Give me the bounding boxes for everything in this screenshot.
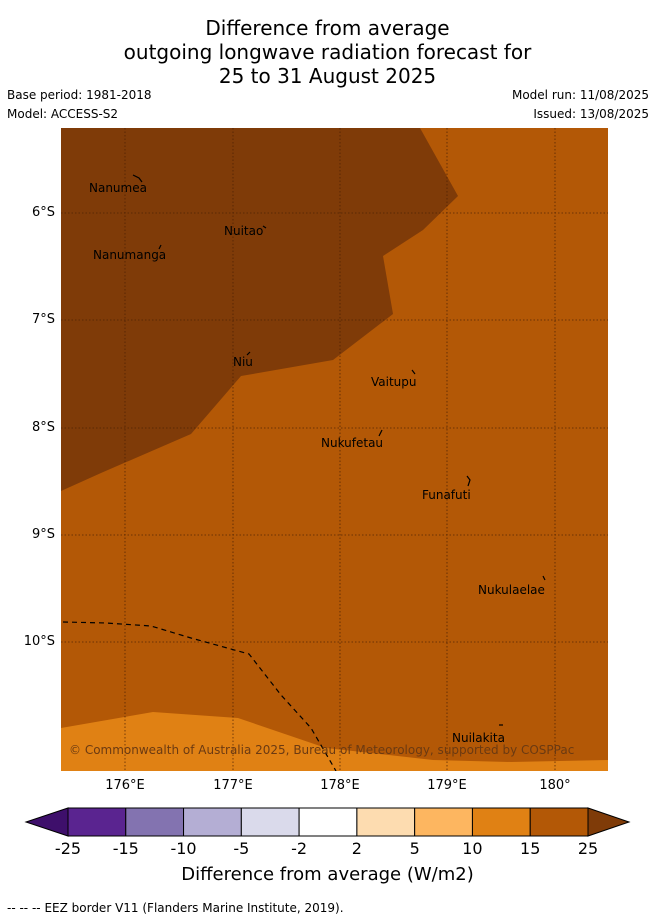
colorbar-label: 10 [462, 839, 483, 858]
place-nukulaelae: Nukulaelae [478, 583, 545, 597]
eez-border [62, 621, 337, 771]
lon-tick-178e: 178°E [320, 778, 360, 793]
island-outlines [132, 174, 546, 726]
eez-legend-text: EEZ border V11 (Flanders Marine Institut… [44, 901, 344, 915]
colorbar-box [183, 807, 242, 837]
lat-tick-8s: 8°S [31, 420, 55, 435]
colorbar-box [240, 807, 300, 837]
lat-tick-10s: 10°S [23, 634, 55, 649]
map-field [61, 128, 608, 771]
lat-tick-9s: 9°S [31, 527, 55, 542]
place-nanumea: Nanumea [89, 181, 147, 195]
colorbar-label: -15 [112, 839, 139, 858]
colorbar-box [471, 807, 531, 837]
island-nanumanga [158, 244, 162, 250]
title-line-2: outgoing longwave radiation forecast for [123, 40, 532, 64]
island-niu [246, 351, 251, 356]
island-vaitupu [411, 369, 416, 375]
place-nuilakita: Nuilakita [452, 731, 505, 745]
place-nanumanga: Nanumanga [93, 248, 167, 262]
colorbar-label: 15 [520, 839, 541, 858]
colorbar-box [356, 807, 416, 837]
island-funafuti [466, 475, 471, 487]
place-vaitupu: Vaitupu [371, 375, 417, 389]
colorbar-label: -10 [170, 839, 197, 858]
colorbar [24, 807, 631, 837]
eez-legend-symbol: -- -- -- [7, 901, 41, 915]
model-run: Model run: 11/08/2025 [511, 88, 649, 102]
island-nanumea [132, 174, 143, 183]
model-name: Model: ACCESS-S2 [7, 107, 119, 121]
island-nukulaelae [542, 575, 546, 581]
map-title: Difference from average outgoing longwav… [0, 16, 655, 88]
title-line-1: Difference from average [205, 16, 450, 40]
title-line-3: 25 to 31 August 2025 [218, 64, 437, 88]
lat-tick-6s: 6°S [31, 205, 55, 220]
colorbar-label: -2 [291, 839, 308, 858]
eez-legend: -- -- -- EEZ border V11 (Flanders Marine… [7, 901, 344, 915]
map-panel: Nanumea Nuitao Nanumanga Niu Vaitupu Nuk… [61, 128, 608, 771]
island-nuitao [262, 225, 267, 229]
lon-tick-180: 180° [539, 778, 571, 793]
place-nuitao: Nuitao [224, 224, 264, 238]
place-niu: Niu [233, 355, 253, 369]
lon-tick-179e: 179°E [427, 778, 467, 793]
lat-tick-7s: 7°S [31, 312, 55, 327]
colorbar-label: -5 [233, 839, 250, 858]
place-funafuti: Funafuti [422, 488, 471, 502]
colorbar-label: 2 [351, 839, 362, 858]
weak-anomaly-region [61, 712, 608, 771]
colorbar-box [298, 807, 358, 837]
colorbar-title: Difference from average (W/m2) [181, 864, 474, 885]
colorbar-box [414, 807, 473, 837]
colorbar-label: -25 [54, 839, 82, 858]
lon-tick-176e: 176°E [105, 778, 145, 793]
island-nukufetau [378, 429, 383, 437]
colorbar-box [125, 807, 185, 837]
copyright-notice: © Commonwealth of Australia 2025, Bureau… [69, 743, 575, 757]
place-nukufetau: Nukufetau [321, 436, 384, 450]
strong-anomaly-region [61, 128, 458, 491]
colorbar-extend-max [587, 807, 631, 837]
colorbar-label: 5 [409, 839, 420, 858]
colorbar-box [67, 807, 127, 837]
colorbar-box [529, 807, 589, 837]
lon-tick-177e: 177°E [213, 778, 253, 793]
colorbar-extend-min [24, 807, 69, 837]
base-period: Base period: 1981-2018 [7, 88, 152, 102]
grid-lines [61, 128, 608, 771]
colorbar-label: 25 [577, 839, 599, 858]
issued-date: Issued: 13/08/2025 [533, 107, 649, 121]
